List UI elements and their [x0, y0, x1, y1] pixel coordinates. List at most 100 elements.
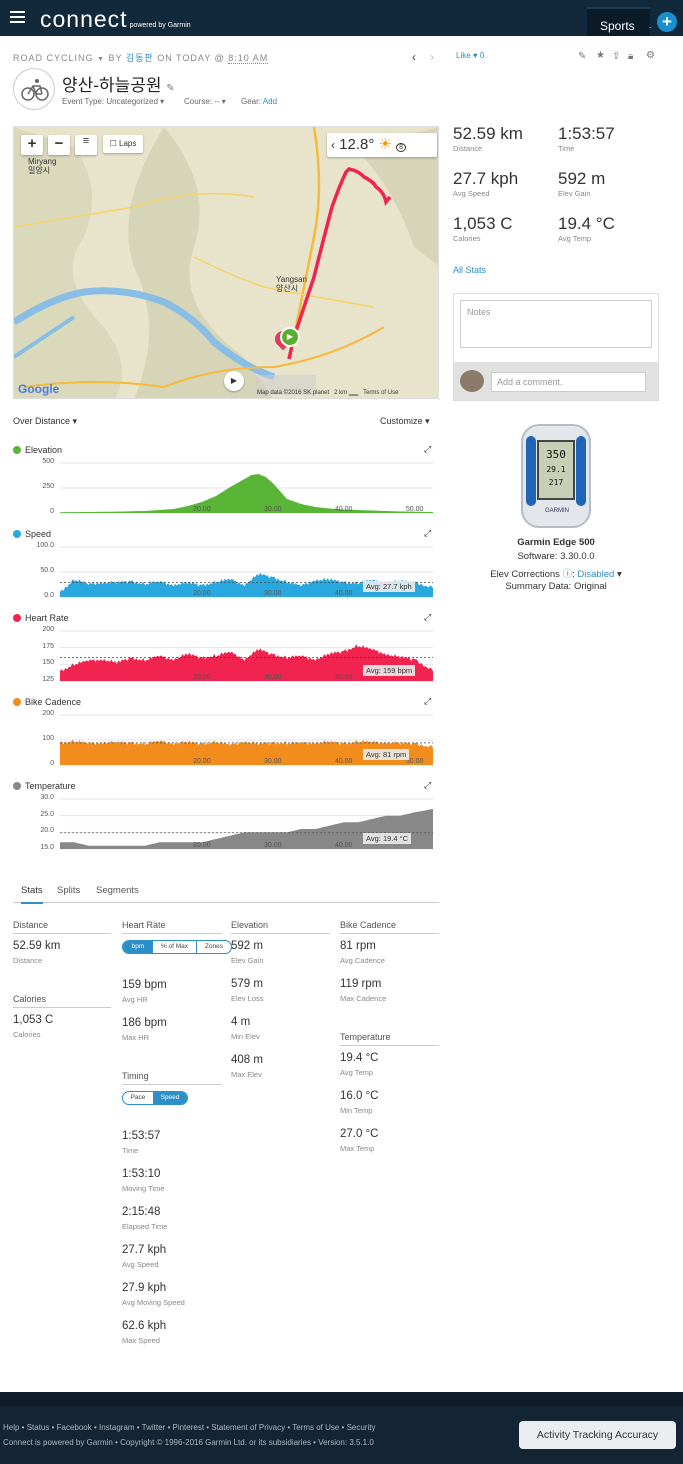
expand-chart-icon[interactable]: ⤢ [424, 696, 432, 706]
zoom-in-button[interactable]: + [21, 135, 43, 155]
chart-title[interactable]: Bike Cadence [13, 697, 81, 707]
stat-value: 1:53:10 [122, 1168, 161, 1180]
next-activity-icon[interactable]: › [430, 50, 434, 64]
stat-label: Avg Temp [340, 1068, 374, 1077]
elev-corrections-toggle[interactable]: Disabled [577, 569, 615, 580]
stat-value: 159 bpm [122, 979, 167, 991]
terms-link[interactable]: Terms of Use [363, 390, 399, 396]
laps-checkbox[interactable]: ☐ [109, 139, 117, 148]
chart-svg[interactable]: 20.00 30.00 40.00 50.00 [0, 713, 683, 769]
zones-option[interactable]: Zones [204, 943, 224, 950]
tab-segments[interactable]: Segments [96, 885, 139, 896]
summary-data: Summary Data: Original [505, 581, 607, 592]
expand-chart-icon[interactable]: ⤢ [424, 612, 432, 622]
layers-icon[interactable]: ≡ [75, 135, 97, 155]
chart-title[interactable]: Temperature [13, 781, 76, 791]
activity-title[interactable]: 양산-하늘공원 ✎ [62, 76, 175, 95]
connect-logo[interactable]: connect powered by Garmin [40, 6, 191, 32]
play-button[interactable]: ▶ [224, 371, 244, 391]
google-logo: Google [18, 382, 60, 396]
activity-time[interactable]: 8:10 AM [228, 53, 269, 64]
notes-input[interactable]: Notes [460, 300, 652, 348]
chart-svg[interactable]: 20.00 30.00 40.00 [0, 629, 683, 685]
map-canvas[interactable] [14, 127, 439, 399]
speed-option[interactable]: Speed [153, 1092, 187, 1104]
chart-svg[interactable]: 20.00 30.00 40.00 50.00 [0, 461, 683, 517]
finish-marker[interactable]: ▶ [280, 327, 300, 347]
x-tick-label: 30.00 [264, 506, 282, 513]
y-tick-label: 15.0 [40, 844, 54, 851]
sport-type[interactable]: ROAD CYCLING [13, 53, 94, 63]
chart-title[interactable]: Elevation [13, 445, 62, 455]
footer [0, 1392, 683, 1464]
percent-max-option[interactable]: % of Max [153, 941, 197, 953]
y-tick-label: 0.0 [44, 592, 54, 599]
chart-svg[interactable]: 20.00 30.00 40.00 [0, 797, 683, 853]
edit-title-icon[interactable]: ✎ [166, 83, 175, 94]
series-dot-icon [13, 530, 21, 538]
x-tick-label: 40.00 [335, 506, 353, 513]
over-distance-dropdown[interactable]: Over Distance ▾ [13, 416, 78, 426]
stat-label: Min Temp [340, 1106, 373, 1115]
stat-label: Avg HR [122, 995, 148, 1004]
user-link[interactable]: 김동판 [125, 53, 154, 63]
stat-value: 27.7 kph [122, 1244, 167, 1256]
customize-dropdown[interactable]: Customize ▾ [380, 416, 430, 426]
stat-label: Avg Speed [122, 1260, 159, 1269]
stat-value: 186 bpm [122, 1017, 167, 1029]
star-icon[interactable]: ★ [596, 50, 605, 61]
elev-corrections: Elev Corrections ⓘ: Disabled ▾ [490, 569, 622, 580]
prev-activity-icon[interactable]: ‹ [412, 50, 416, 64]
lock-icon[interactable]: 🔒︎ [628, 51, 634, 62]
hr-unit-toggle[interactable]: bpm % of Max Zones [122, 940, 232, 954]
summary-stat: 52.59 km Distance [453, 124, 523, 153]
bpm-option[interactable]: bpm [123, 941, 153, 953]
add-gear-link[interactable]: Add [262, 97, 278, 106]
tab-stats[interactable]: Stats [21, 885, 43, 904]
summary-stat: 1,053 C Calories [453, 214, 513, 243]
comment-input[interactable]: Add a comment. [491, 372, 646, 392]
chart-title[interactable]: Speed [13, 529, 51, 539]
summary-stat-label: Calories [453, 234, 481, 243]
expand-chart-icon[interactable]: ⤢ [424, 780, 432, 790]
tab-splits[interactable]: Splits [57, 885, 81, 896]
activity-tracking-accuracy-button[interactable]: Activity Tracking Accuracy [519, 1421, 676, 1449]
summary-stat-value: 27.7 kph [453, 169, 519, 188]
y-tick-label: 20.0 [40, 827, 54, 835]
like-button[interactable]: Like ♥ 0 [456, 51, 485, 60]
pace-speed-toggle[interactable]: Pace Speed [122, 1091, 188, 1105]
stat-value: 27.0 °C [340, 1128, 379, 1140]
x-tick-label: 30.00 [264, 758, 282, 765]
activity-map[interactable]: + − ≡ ☐ Laps ‹ 12.8° ☀ 8 Miryang 밀양시 Yang… [13, 126, 439, 399]
gear-icon[interactable]: ⚙ [646, 50, 655, 61]
event-type[interactable]: Event Type: Uncategorized ▾ [62, 97, 165, 106]
expand-chart-icon[interactable]: ⤢ [424, 528, 432, 538]
course[interactable]: Course: -- ▾ [184, 97, 226, 106]
x-tick-label: 50.00 [406, 506, 424, 513]
x-tick-label: 20.00 [193, 590, 211, 597]
stat-value: 27.9 kph [122, 1282, 167, 1294]
summary-stat-value: 1,053 C [453, 214, 513, 233]
add-icon[interactable]: + [657, 12, 677, 32]
edit-icon[interactable]: ✎ [578, 51, 587, 62]
sports-menu-button[interactable]: Sports · [587, 7, 651, 36]
summary-stat-label: Distance [453, 144, 483, 153]
chart-title[interactable]: Heart Rate [13, 613, 69, 623]
series-area [60, 739, 433, 765]
summary-stat: 1:53:57 Time [558, 124, 615, 153]
chart-svg[interactable]: 20.00 30.00 40.00 [0, 545, 683, 601]
help-icon[interactable]: ⓘ [562, 569, 573, 580]
weather-widget[interactable]: ‹ 12.8° ☀ 8 [327, 133, 437, 157]
zoom-out-button[interactable]: − [48, 135, 70, 155]
menu-icon[interactable] [10, 11, 25, 23]
share-icon[interactable]: ⇪ [612, 51, 621, 62]
pace-option[interactable]: Pace [130, 1094, 146, 1101]
heart-icon: ♥ [472, 51, 478, 60]
expand-chart-icon[interactable]: ⤢ [424, 444, 432, 454]
all-stats-link[interactable]: All Stats [453, 265, 487, 275]
stat-item: 408 m Max Elev [231, 1054, 263, 1079]
calories-header: Calories [13, 994, 111, 1008]
laps-toggle[interactable]: ☐ Laps [103, 135, 143, 153]
footer-links[interactable]: Help • Status • Facebook • Instagram • T… [3, 1423, 376, 1432]
stat-item: 2:15:48 Elapsed Time [122, 1206, 167, 1231]
